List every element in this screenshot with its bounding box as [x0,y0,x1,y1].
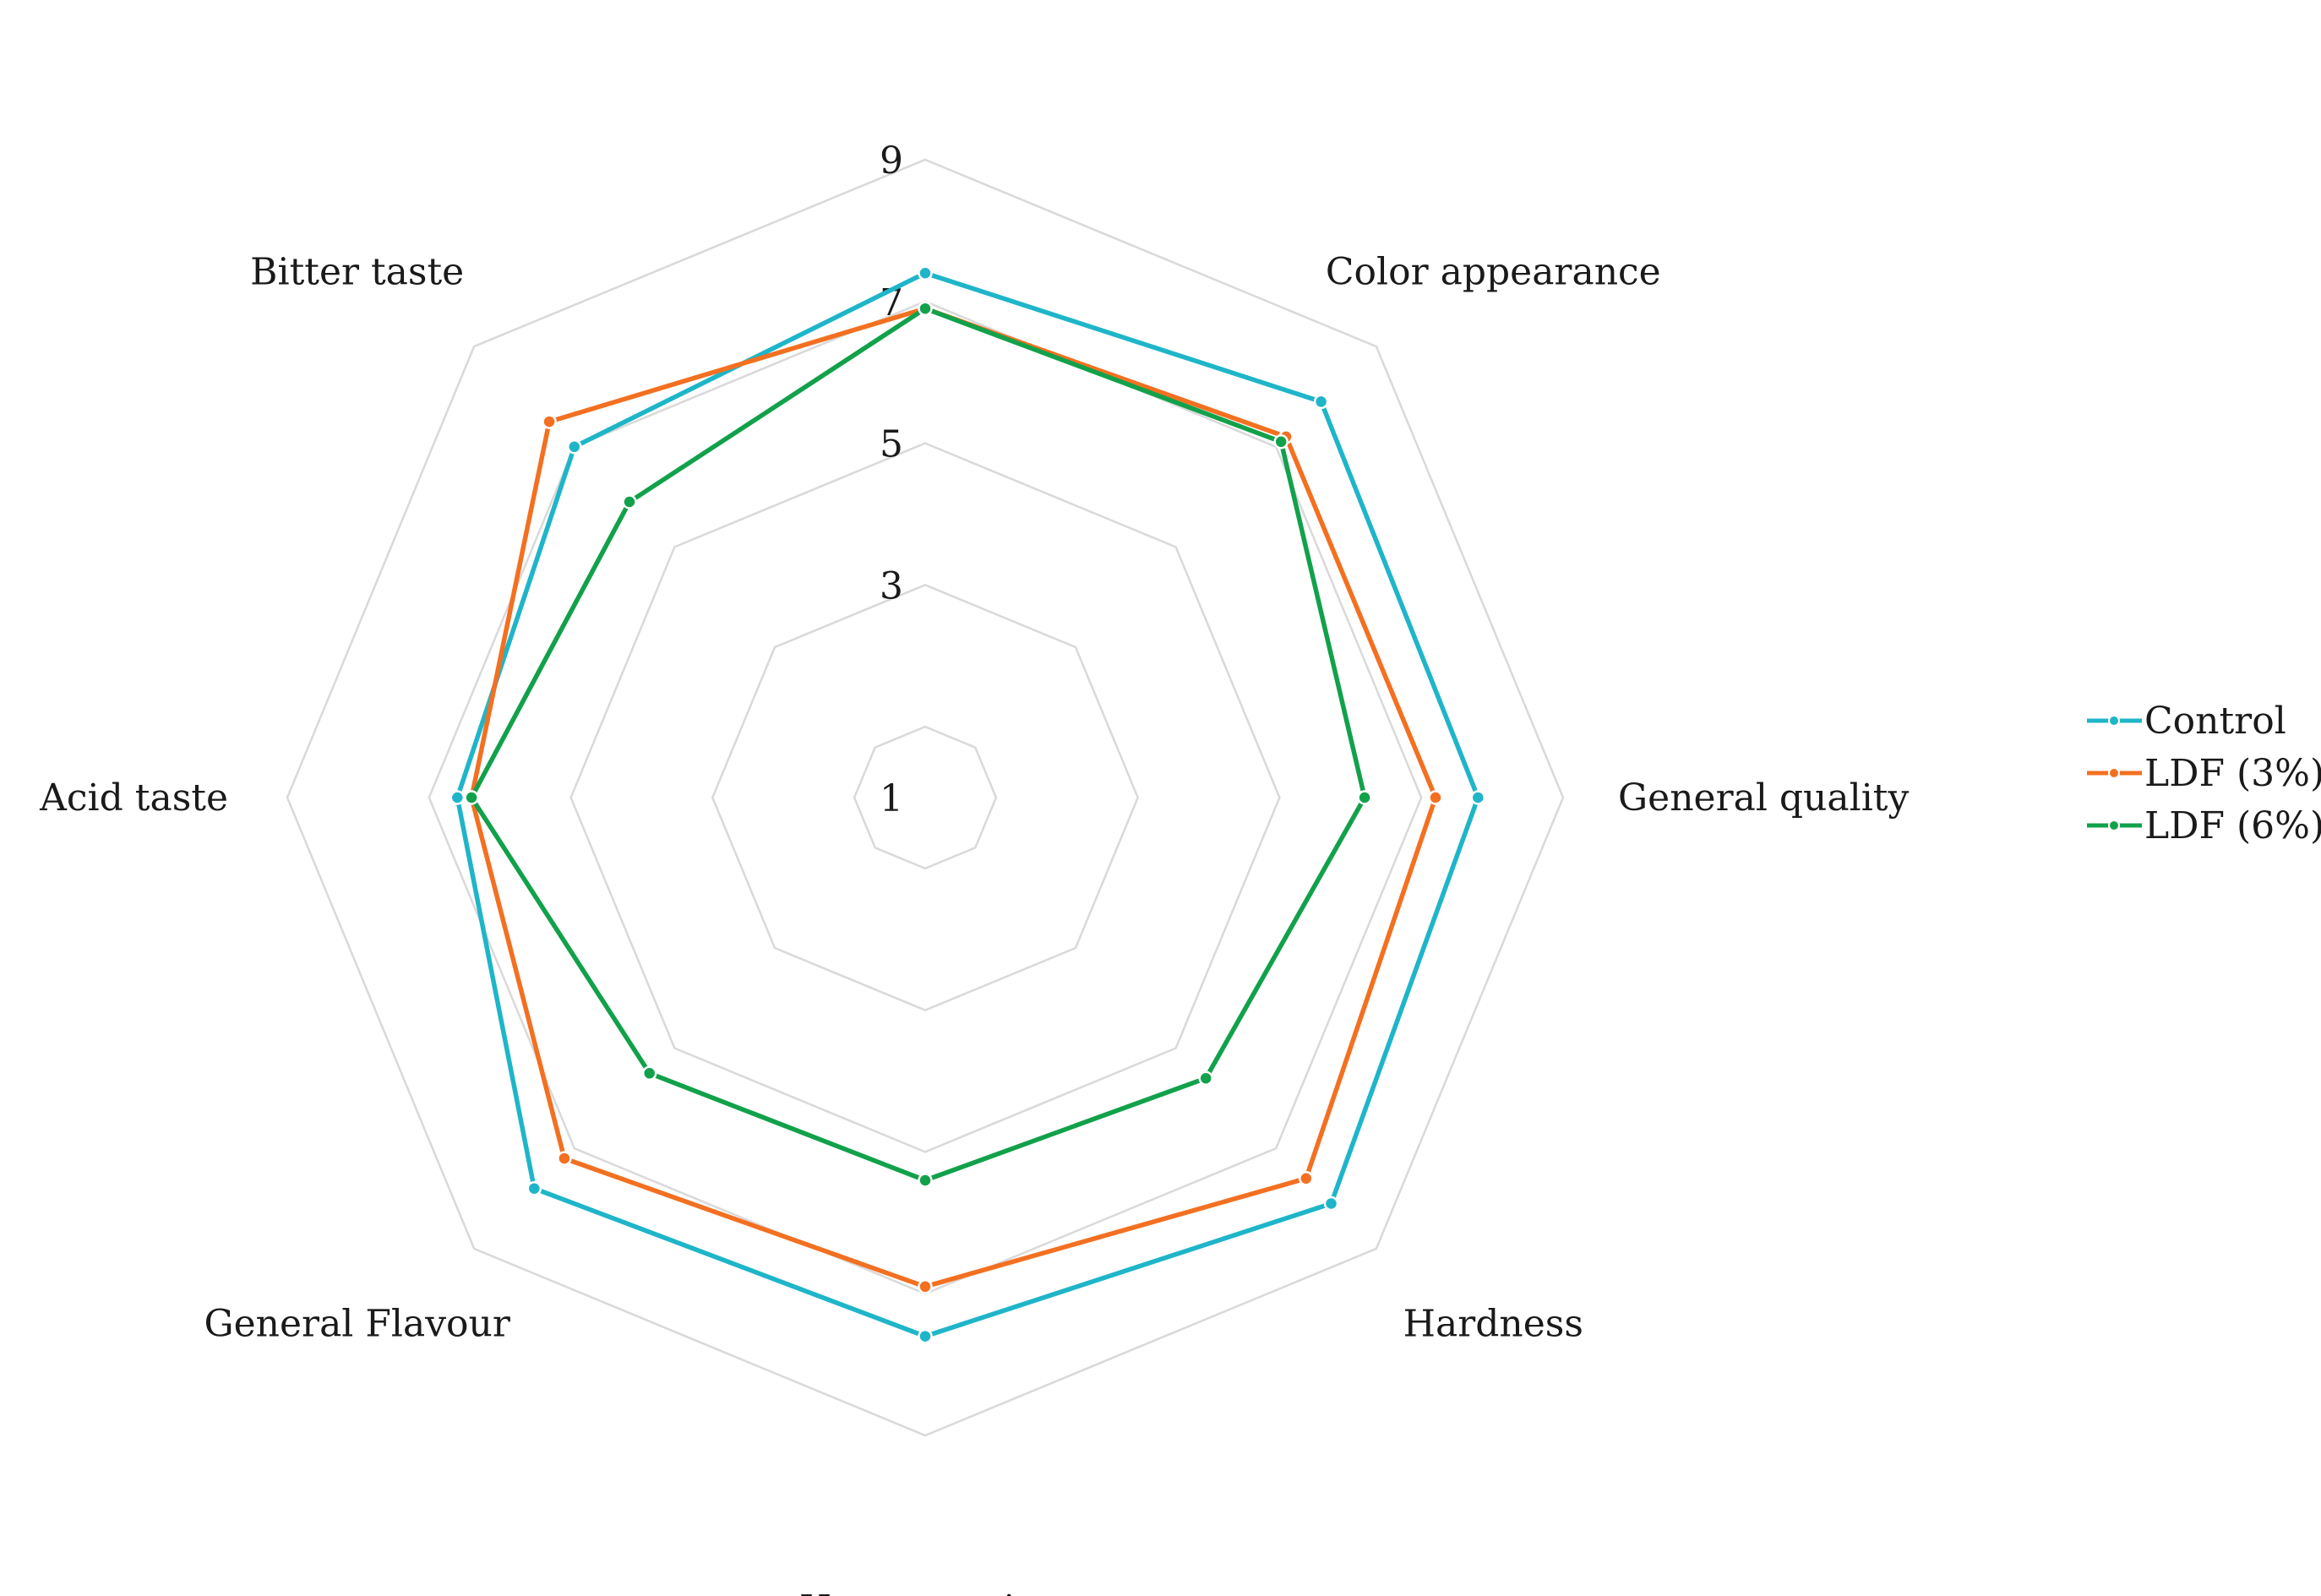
data-point-ldf-3-5 [557,1151,572,1166]
data-point-control-6 [449,790,466,805]
data-point-control-0 [918,265,933,281]
data-point-ldf-6-1 [1273,434,1289,449]
axis-label-color-appearance: Color appearance [1326,251,1661,294]
series-ldf-6 [464,301,1372,1188]
data-point-control-2 [1470,790,1486,805]
data-point-ldf-6-7 [622,494,637,509]
data-point-control-7 [567,439,582,455]
data-point-control-4 [918,1328,933,1344]
legend-marker-control [2108,715,2120,727]
grid-ring-5 [569,442,1281,1153]
series-ldf-3 [464,301,1443,1294]
legend-label-ldf-3: LDF (3%) [2144,752,2321,795]
radar-axis-labels: Global appearanceColor appearanceGeneral… [39,251,1909,1596]
data-point-ldf-6-4 [918,1173,933,1188]
data-point-ldf-3-2 [1428,790,1443,805]
legend: Control LDF (3%) LDF (6%) [2087,700,2321,847]
data-point-ldf-3-4 [918,1279,933,1294]
grid-ring-9 [286,158,1565,1437]
legend-item-control: Control [2087,700,2286,743]
data-point-ldf-3-3 [1299,1171,1314,1186]
axis-label-homogeneity: Homogeneity [799,1588,1051,1596]
tick-label-3: 3 [880,564,903,607]
tick-label-9: 9 [880,139,903,182]
data-point-ldf-3-7 [542,414,557,429]
grid-ring-1 [853,725,998,870]
data-point-ldf-6-3 [1198,1070,1213,1086]
legend-label-control: Control [2144,700,2286,743]
axis-label-general-quality: General quality [1618,776,1909,820]
axis-label-general-flavour: General Flavour [204,1302,510,1345]
axis-label-acid-taste: Acid taste [39,776,228,820]
legend-label-ldf-6: LDF (6%) [2144,804,2321,847]
data-point-ldf-6-2 [1357,790,1372,805]
data-point-ldf-6-5 [641,1065,657,1081]
legend-item-ldf-6: LDF (6%) [2087,804,2321,847]
legend-item-ldf-3: LDF (3%) [2087,752,2321,795]
axis-label-bitter-taste: Bitter taste [250,251,464,294]
grid-ring-3 [711,583,1140,1012]
tick-label-5: 5 [880,423,903,466]
data-point-ldf-6-0 [918,301,933,316]
data-point-control-1 [1313,394,1329,410]
axis-label-hardness: Hardness [1403,1302,1583,1345]
legend-marker-ldf-6 [2108,820,2120,831]
data-point-control-5 [526,1180,542,1196]
data-point-ldf-6-6 [464,790,479,805]
series-line-ldf-6 [469,306,1367,1183]
legend-marker-ldf-3 [2108,767,2120,779]
tick-label-1: 1 [880,777,903,820]
radar-series [449,265,1486,1344]
series-control [449,265,1486,1344]
data-point-control-3 [1323,1196,1339,1212]
